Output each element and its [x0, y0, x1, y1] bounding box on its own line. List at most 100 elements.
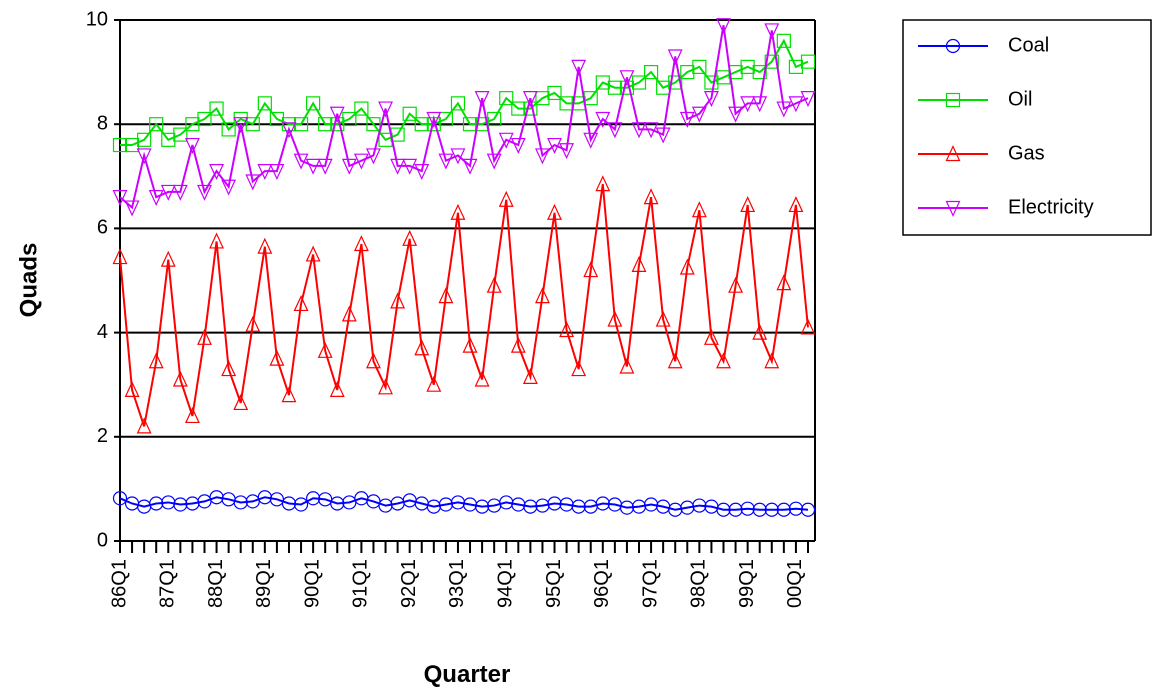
y-tick-label: 2: [97, 425, 108, 447]
data-point: [535, 91, 550, 106]
data-point: [475, 117, 490, 132]
data-point: [571, 360, 587, 377]
data-point: [318, 117, 333, 132]
data-point: [776, 502, 791, 517]
data-point: [788, 59, 804, 74]
data-point: [703, 91, 719, 108]
data-point: [245, 117, 260, 132]
legend-label: Oil: [1008, 88, 1032, 110]
data-point: [776, 274, 792, 291]
data-point: [317, 158, 333, 175]
x-tick-label: 99Q1: [736, 559, 758, 608]
x-tick-label: 96Q1: [591, 559, 613, 608]
data-point: [619, 357, 635, 374]
data-point: [149, 117, 164, 132]
x-tick-label: 92Q1: [398, 559, 420, 608]
data-point: [728, 106, 744, 123]
data-point: [668, 75, 683, 90]
data-point: [571, 59, 587, 76]
data-point: [149, 496, 164, 511]
data-point: [764, 54, 779, 69]
data-point: [631, 122, 647, 139]
y-tick-label: 4: [97, 321, 108, 343]
legend-label: Gas: [1008, 142, 1045, 164]
data-point: [583, 261, 599, 278]
data-point: [462, 336, 478, 353]
data-point: [390, 158, 406, 175]
data-point: [486, 153, 502, 170]
data-point: [498, 132, 514, 149]
data-point: [631, 75, 647, 90]
data-point: [752, 502, 767, 517]
data-point: [716, 502, 731, 517]
data-point: [450, 96, 466, 111]
data-point: [498, 190, 514, 207]
data-point: [595, 111, 611, 128]
data-point: [353, 153, 369, 170]
data-point: [281, 496, 297, 511]
legend-box: [902, 19, 1152, 236]
data-point: [583, 132, 599, 149]
data-point: [173, 497, 188, 512]
x-tick-label: 88Q1: [205, 559, 227, 608]
data-point: [414, 117, 429, 132]
data-point: [366, 117, 381, 132]
data-point: [366, 352, 381, 369]
legend-marker: [945, 200, 961, 217]
data-point: [703, 328, 719, 345]
data-point: [535, 287, 550, 304]
data-point: [233, 394, 249, 411]
data-point: [499, 91, 514, 106]
data-point: [173, 127, 188, 142]
x-tick-label: 86Q1: [108, 559, 130, 608]
data-point: [209, 232, 225, 249]
data-point: [764, 352, 780, 369]
data-point: [800, 318, 816, 335]
data-point: [245, 174, 261, 191]
data-point: [293, 153, 309, 170]
data-point: [764, 23, 780, 40]
data-point: [523, 499, 538, 514]
data-point: [257, 237, 273, 254]
data-point: [547, 496, 562, 511]
data-point: [306, 491, 321, 506]
data-point: [450, 148, 466, 165]
data-point: [124, 137, 140, 153]
data-point: [233, 117, 249, 134]
y-tick-label: 0: [97, 529, 108, 551]
data-point: [426, 111, 442, 128]
data-point: [595, 496, 610, 511]
data-point: [740, 59, 755, 74]
data-point: [740, 96, 756, 113]
data-point: [691, 201, 707, 218]
data-point: [655, 310, 671, 327]
data-point: [667, 49, 683, 66]
data-point: [680, 64, 695, 80]
data-point: [293, 497, 309, 512]
data-point: [619, 500, 635, 515]
data-point: [752, 96, 768, 113]
data-point: [788, 196, 804, 213]
data-point: [354, 101, 369, 116]
data-point: [269, 349, 285, 366]
x-tick-label: 98Q1: [688, 559, 710, 608]
data-point: [474, 370, 490, 387]
data-point: [510, 336, 526, 353]
data-point: [679, 258, 695, 275]
data-point: [535, 148, 550, 165]
x-tick-label: 97Q1: [639, 559, 661, 608]
data-point: [112, 491, 128, 506]
data-point: [341, 158, 357, 175]
data-point: [740, 196, 756, 213]
x-tick-label: 91Q1: [350, 559, 372, 608]
data-point: [788, 96, 804, 113]
data-point: [752, 323, 768, 340]
data-point: [269, 163, 285, 181]
data-point: [209, 101, 224, 116]
data-point: [800, 91, 816, 108]
data-point: [776, 33, 791, 48]
y-tick-label: 8: [97, 112, 108, 134]
data-point: [402, 229, 418, 246]
data-point: [148, 352, 164, 369]
data-point: [716, 352, 731, 369]
